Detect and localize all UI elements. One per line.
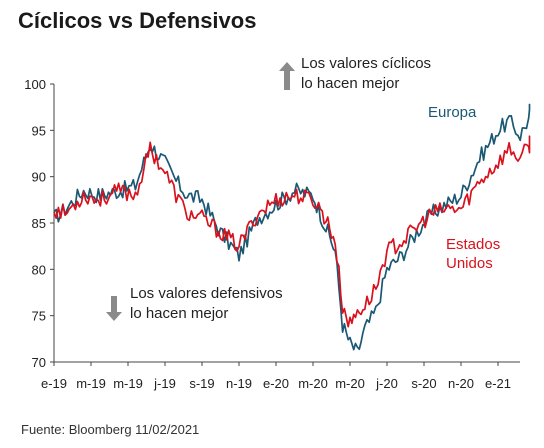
series-label-eeuu-line2: Unidos	[446, 255, 493, 272]
x-tick-label: s-20	[411, 376, 436, 391]
x-tick-label: m-20	[335, 376, 365, 391]
x-tick-label: j-20	[375, 376, 398, 391]
source-note: Fuente: Bloomberg 11/02/2021	[21, 422, 200, 437]
down-arrow-icon	[106, 296, 122, 321]
x-tick-label: j-19	[153, 376, 176, 391]
annotation-defensive-line1: Los valores defensivos	[130, 285, 283, 302]
series-label-europa: Europa	[428, 104, 477, 121]
up-arrow-icon	[279, 62, 295, 90]
annotation-cyclical-line2: lo hacen mejor	[301, 75, 399, 92]
x-tick-label: e-21	[485, 376, 511, 391]
x-tick-label: m-20	[298, 376, 328, 391]
series-line-europa	[53, 103, 531, 351]
series-line-estados-unidos	[53, 135, 531, 328]
series-label-eeuu-line1: Estados	[446, 236, 500, 253]
y-tick-label: 90	[32, 170, 46, 185]
y-tick-label: 75	[32, 309, 46, 324]
x-tick-label: e-19	[41, 376, 67, 391]
y-tick-label: 85	[32, 216, 46, 231]
y-tick-label: 70	[32, 355, 46, 370]
x-tick-label: n-20	[448, 376, 474, 391]
y-tick-label: 80	[32, 262, 46, 277]
y-tick-label: 95	[32, 123, 46, 138]
y-tick-label: 100	[24, 77, 46, 92]
chart-title: Cíclicos vs Defensivos	[18, 8, 257, 33]
x-tick-label: n-19	[226, 376, 252, 391]
x-tick-label: m-19	[113, 376, 143, 391]
annotation-cyclical-line1: Los valores cíclicos	[301, 55, 431, 72]
x-tick-label: e-20	[263, 376, 289, 391]
annotation-defensive-line2: lo hacen mejor	[130, 305, 228, 322]
x-tick-label: m-19	[76, 376, 106, 391]
x-tick-label: s-19	[189, 376, 214, 391]
